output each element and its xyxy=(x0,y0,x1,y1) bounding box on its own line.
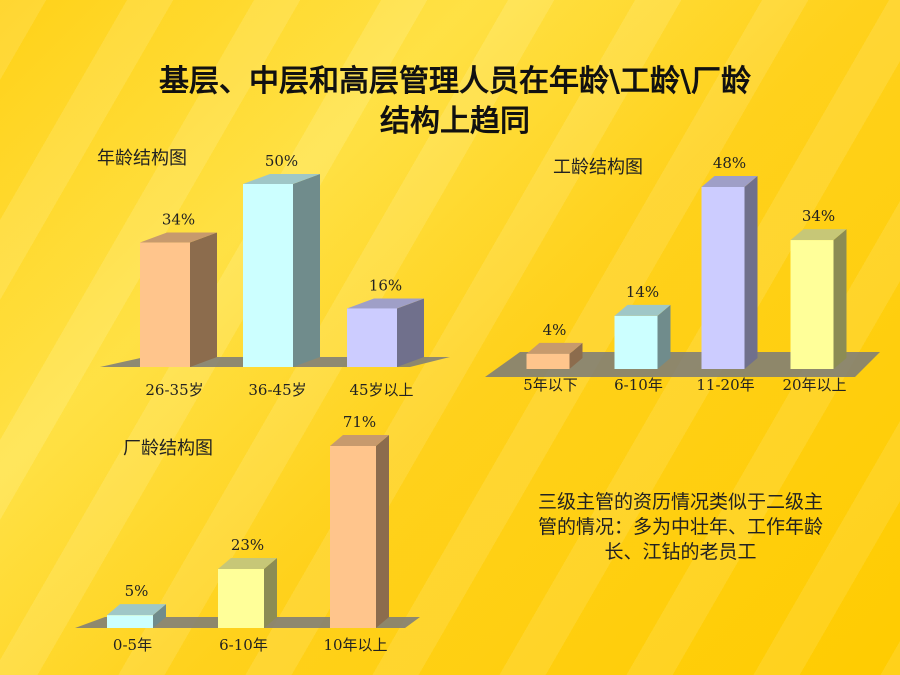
page-title-line2: 结构上趋同 xyxy=(380,104,530,139)
chart3-value-label-2: 23% xyxy=(231,536,264,554)
chart1-category-label-3: 45岁以上 xyxy=(349,381,413,399)
chart3-value-label-1: 5% xyxy=(125,582,149,600)
chart2-value-label-4: 34% xyxy=(802,207,835,225)
chart3-bar-2 xyxy=(218,558,277,628)
chart3-bar-3 xyxy=(330,435,389,628)
chart3-category-label-3: 10年以上 xyxy=(323,636,387,654)
chart3-value-label-3: 71% xyxy=(343,413,376,431)
chart1-title: 年龄结构图 xyxy=(97,148,187,169)
chart1-bar-2 xyxy=(243,174,320,367)
chart3-category-label-2: 6-10年 xyxy=(219,636,268,654)
chart1-bar-3 xyxy=(347,298,424,367)
chart2-bar-1 xyxy=(526,342,583,369)
chart1-category-label-2: 36-45岁 xyxy=(248,381,306,399)
chart1-value-label-1: 34% xyxy=(162,211,195,229)
chart2-category-label-1: 5年以下 xyxy=(523,376,578,394)
chart2-floor xyxy=(485,352,880,377)
page-title: 基层、中层和高层管理人员在年龄\工龄\厂龄 结构上趋同 xyxy=(60,62,850,142)
chart2-bar-3 xyxy=(701,176,758,369)
chart2-category-label-4: 20年以上 xyxy=(782,376,846,394)
chart1-category-label-1: 26-35岁 xyxy=(145,381,203,399)
chart2-category-label-3: 11-20年 xyxy=(696,376,754,394)
chart2-title: 工龄结构图 xyxy=(553,157,643,178)
chart1-bar-1 xyxy=(140,232,217,367)
chart2-bar-4 xyxy=(790,229,847,369)
summary-note: 三级主管的资历情况类似于二级主管的情况：多为中壮年、工作年龄长、江钻的老员工 xyxy=(538,491,824,563)
chart2-bar-2 xyxy=(614,304,671,369)
chart1-value-label-3: 16% xyxy=(369,276,402,294)
chart3-bar-1 xyxy=(107,604,166,628)
chart2-value-label-3: 48% xyxy=(713,154,746,172)
page-title-line1: 基层、中层和高层管理人员在年龄\工龄\厂龄 xyxy=(159,64,751,99)
chart1-value-label-2: 50% xyxy=(265,152,298,170)
chart2-value-label-1: 4% xyxy=(543,321,567,339)
chart2-category-label-2: 6-10年 xyxy=(614,376,663,394)
chart3-category-label-1: 0-5年 xyxy=(113,636,152,654)
chart2-value-label-2: 14% xyxy=(626,283,659,301)
chart3-title: 厂龄结构图 xyxy=(123,438,213,459)
